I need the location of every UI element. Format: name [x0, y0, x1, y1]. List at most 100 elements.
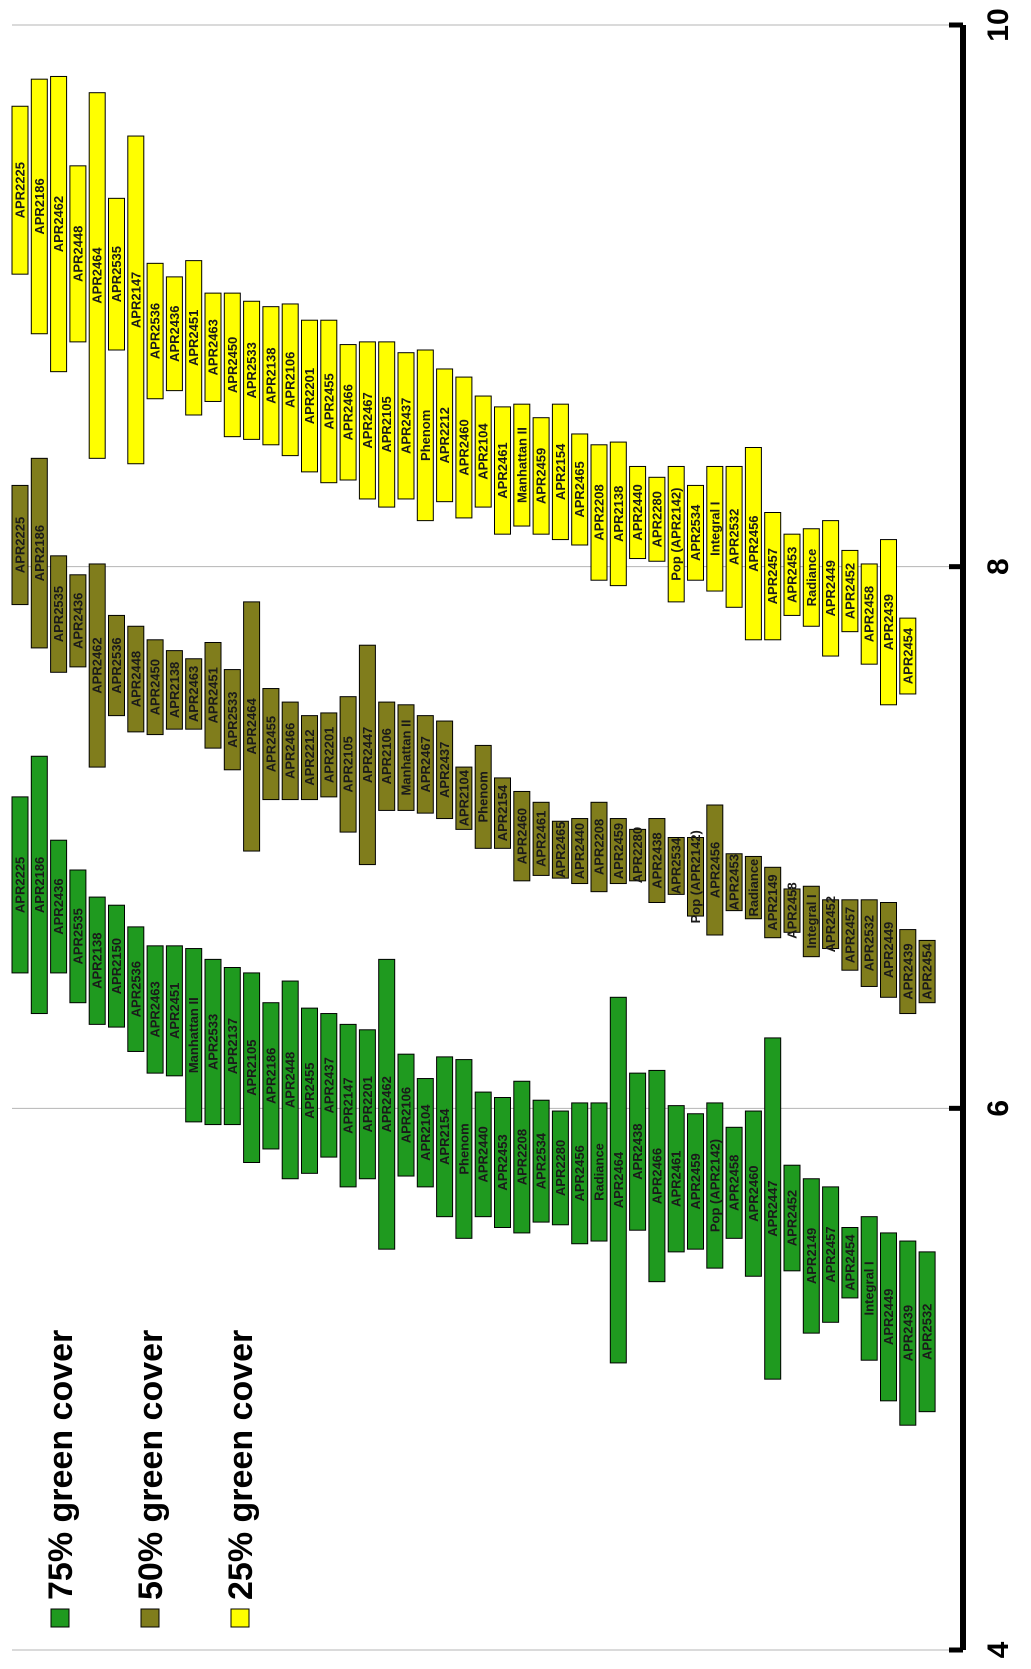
bar-label: APR2208	[514, 1129, 529, 1185]
bar	[69, 574, 87, 668]
bar	[802, 1178, 820, 1334]
bar	[301, 715, 318, 801]
bar	[455, 766, 473, 830]
bar-label: APR2150	[109, 938, 124, 994]
bar-label: APR2448	[70, 226, 85, 282]
bar	[185, 658, 203, 730]
bar-label: APR2186	[32, 525, 47, 581]
legend-label: 75% green cover	[42, 1330, 80, 1600]
bar-label: APR2106	[283, 352, 298, 408]
bar-label: APR2138	[263, 348, 278, 404]
bar	[494, 777, 511, 849]
bar	[571, 1102, 589, 1245]
bar-label: APR2458	[862, 586, 877, 642]
bar-label: APR2467	[360, 392, 375, 448]
bar-label: APR2201	[321, 727, 336, 783]
bar	[899, 617, 917, 695]
bar-label: APR2533	[244, 342, 259, 398]
bar	[165, 650, 183, 730]
bar-label: APR2450	[225, 337, 240, 393]
bar	[783, 888, 801, 933]
bar-label: APR2451	[167, 983, 182, 1039]
legend-swatch	[50, 1608, 70, 1628]
bar-label: APR2466	[283, 723, 298, 779]
bar	[513, 1080, 531, 1234]
bar	[783, 533, 801, 616]
bar	[281, 701, 299, 801]
bar	[301, 1007, 318, 1174]
bar-label: APR2460	[514, 808, 529, 864]
bar-label: APR2105	[244, 1040, 259, 1096]
bar-label: APR2138	[167, 662, 182, 718]
bar	[50, 839, 68, 974]
bar	[455, 376, 473, 519]
value-axis: 4 6 8 10	[949, 8, 1015, 1658]
bar	[223, 967, 241, 1126]
bar	[841, 1227, 859, 1299]
bar-label: APR2463	[206, 319, 221, 375]
bar	[706, 465, 724, 592]
bar-label: APR2461	[669, 1151, 684, 1207]
bar-label: APR2105	[341, 736, 356, 792]
bar	[551, 1110, 569, 1226]
bar	[513, 403, 531, 527]
bar	[69, 869, 87, 1004]
bar	[860, 563, 878, 665]
bar	[146, 639, 164, 736]
bar	[532, 801, 550, 876]
bar	[609, 441, 627, 587]
bar-label: APR2457	[765, 548, 780, 604]
bar	[281, 303, 299, 457]
bar-label: Integral I	[862, 1261, 877, 1315]
bar	[397, 704, 415, 811]
bar	[127, 625, 145, 733]
bar	[262, 306, 280, 446]
bar-label: APR2535	[70, 908, 85, 964]
bar-label: APR2225	[13, 517, 28, 573]
bar-label: APR2439	[881, 594, 896, 650]
bar	[397, 352, 415, 500]
bar-label: APR2104	[476, 423, 491, 480]
bar-label: APR2440	[572, 823, 587, 879]
bar-label: APR2448	[128, 651, 143, 707]
legend-label: 50% green cover	[132, 1330, 170, 1600]
bar-label: APR2154	[437, 1108, 452, 1165]
bar	[841, 549, 859, 633]
bar-label: APR2467	[418, 736, 433, 792]
bar	[880, 1232, 897, 1402]
bar-label: APR2439	[900, 1305, 915, 1361]
legend-swatch	[230, 1608, 250, 1628]
bar-label: APR2105	[379, 396, 394, 452]
bar-label: Integral I	[804, 894, 819, 948]
bar-label: APR2536	[148, 303, 163, 359]
bar	[880, 902, 897, 998]
bar	[262, 1002, 280, 1150]
bar-label: APR2458	[727, 1155, 742, 1211]
bar-label: APR2533	[225, 692, 240, 748]
bar	[918, 939, 936, 1004]
bar-label: APR2437	[399, 398, 414, 454]
bar	[223, 669, 241, 771]
bar	[146, 262, 164, 400]
bar-label: APR2149	[804, 1228, 819, 1284]
bar-label: APR2201	[302, 368, 317, 424]
bar-label: Phenom	[456, 1123, 471, 1174]
bar-label: APR2138	[90, 933, 105, 989]
bar	[667, 837, 685, 895]
bar-label: APR2461	[534, 811, 549, 867]
bar-label: APR2449	[881, 922, 896, 978]
bar	[339, 344, 357, 481]
bar	[108, 197, 125, 351]
bar-label: APR2465	[572, 461, 587, 517]
bar-label: APR2436	[70, 593, 85, 649]
bar-label: APR2436	[51, 878, 66, 934]
bar-label: APR2439	[900, 943, 915, 999]
bar	[648, 818, 666, 904]
bar	[108, 904, 125, 1028]
bar	[339, 696, 357, 833]
bar	[648, 476, 666, 562]
bar-label: APR2455	[321, 373, 336, 429]
bar	[551, 820, 569, 879]
bar	[687, 1113, 704, 1250]
